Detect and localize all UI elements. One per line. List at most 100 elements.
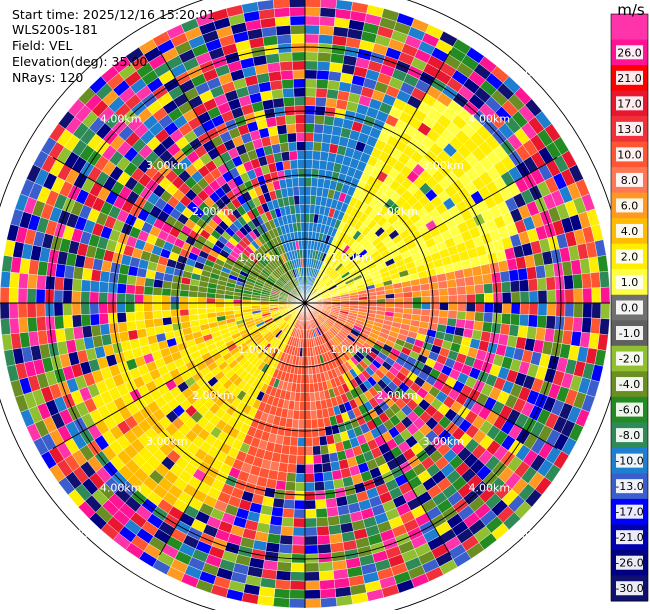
velocity-bin (564, 288, 575, 304)
velocity-bin (1, 333, 13, 351)
velocity-bin (298, 177, 306, 187)
velocity-bin (296, 150, 306, 160)
velocity-bin (313, 472, 324, 483)
velocity-bin (275, 115, 287, 126)
velocity-bin (294, 482, 306, 492)
velocity-bin (107, 312, 118, 324)
velocity-bin (304, 508, 317, 519)
velocity-bin (510, 302, 521, 315)
velocity-bin (293, 78, 306, 89)
velocity-bin (322, 471, 334, 482)
velocity-bin (288, 445, 298, 456)
velocity-bin (590, 271, 601, 289)
velocity-bin (582, 302, 593, 319)
velocity-bin (170, 295, 180, 304)
velocity-bin (311, 436, 321, 447)
velocity-bin (304, 0, 322, 8)
velocity-bin (320, 453, 331, 464)
colorbar-tick-label: -21.0 (615, 531, 643, 544)
velocity-bin (328, 524, 342, 536)
velocity-bin (403, 302, 413, 309)
velocity-bin (310, 177, 319, 188)
velocity-bin (501, 313, 512, 325)
colorbar-tick-label: -17.0 (615, 506, 643, 519)
velocity-bin (271, 506, 284, 518)
velocity-bin (290, 24, 306, 35)
velocity-bin (215, 298, 225, 304)
velocity-bin (71, 290, 82, 304)
velocity-bin (310, 400, 317, 411)
velocity-bin (411, 290, 422, 298)
velocity-bin (304, 473, 315, 483)
velocity-bin (421, 302, 431, 310)
ring-label: 3.00km (146, 435, 188, 448)
velocity-bin (90, 269, 102, 282)
velocity-bin (304, 455, 314, 465)
velocity-bin (257, 0, 275, 11)
velocity-bin (278, 543, 293, 554)
velocity-bin (279, 453, 290, 464)
velocity-bin (322, 124, 334, 135)
velocity-bin (465, 311, 476, 321)
velocity-bin (573, 302, 584, 318)
velocity-bin (310, 418, 319, 429)
colorbar-tick-label: -26.0 (615, 557, 643, 570)
velocity-bin (257, 595, 275, 607)
velocity-bin (403, 297, 413, 304)
velocity-bin (484, 292, 494, 304)
velocity-bin (518, 314, 530, 327)
velocity-bin (179, 296, 189, 304)
velocity-bin (279, 534, 293, 546)
colorbar-tick-label: 26.0 (617, 46, 642, 59)
velocity-bin (438, 309, 449, 319)
velocity-bin (289, 436, 299, 447)
velocity-bin (483, 283, 494, 294)
velocity-bin (304, 96, 316, 107)
velocity-bin (439, 302, 449, 311)
velocity-bin (321, 133, 332, 144)
velocity-bin (62, 277, 74, 291)
velocity-bin (299, 401, 306, 411)
velocity-bin (188, 308, 199, 316)
velocity-bin (304, 571, 320, 582)
velocity-bin (447, 310, 458, 320)
velocity-bin (304, 177, 312, 187)
velocity-bin (304, 6, 321, 17)
colorbar: 26.0 21.0 17.0 13.0 10.0 8.0 6.0 4.0 2.0 1.0 0.0 -1… (610, 13, 649, 602)
velocity-bin (319, 7, 337, 18)
velocity-bin (526, 266, 538, 280)
velocity-bin (591, 302, 602, 319)
colorbar-tick-label: 21.0 (617, 72, 642, 85)
colorbar-tick-label: -1.0 (619, 327, 640, 340)
velocity-bin (314, 481, 325, 492)
velocity-bin (316, 78, 329, 90)
velocity-bin (311, 427, 320, 438)
velocity-bin (279, 60, 293, 72)
velocity-bin (170, 302, 180, 311)
colorbar-tick-label: -8.0 (619, 429, 640, 442)
velocity-bin (0, 302, 10, 320)
velocity-bin (272, 97, 285, 109)
velocity-bin (279, 142, 290, 153)
velocity-bin (54, 276, 65, 291)
velocity-bin (291, 544, 306, 555)
colorbar-tick-label: 2.0 (621, 250, 639, 263)
velocity-bin (26, 302, 37, 318)
velocity-bin (283, 96, 295, 107)
velocity-bin (325, 97, 338, 109)
colorbar-tick-label: -2.0 (619, 353, 640, 366)
ring-label: 1.00km (330, 343, 372, 356)
velocity-bin (456, 285, 467, 296)
velocity-bin (510, 313, 521, 326)
velocity-bin (316, 69, 330, 81)
velocity-bin (281, 516, 294, 528)
velocity-bin (9, 271, 20, 289)
velocity-bin (276, 124, 288, 135)
velocity-bin (295, 132, 306, 142)
velocity-bin (430, 302, 440, 311)
velocity-bin (304, 60, 318, 71)
velocity-bin (517, 267, 529, 281)
velocity-bin (318, 570, 335, 581)
velocity-bin (98, 313, 109, 325)
